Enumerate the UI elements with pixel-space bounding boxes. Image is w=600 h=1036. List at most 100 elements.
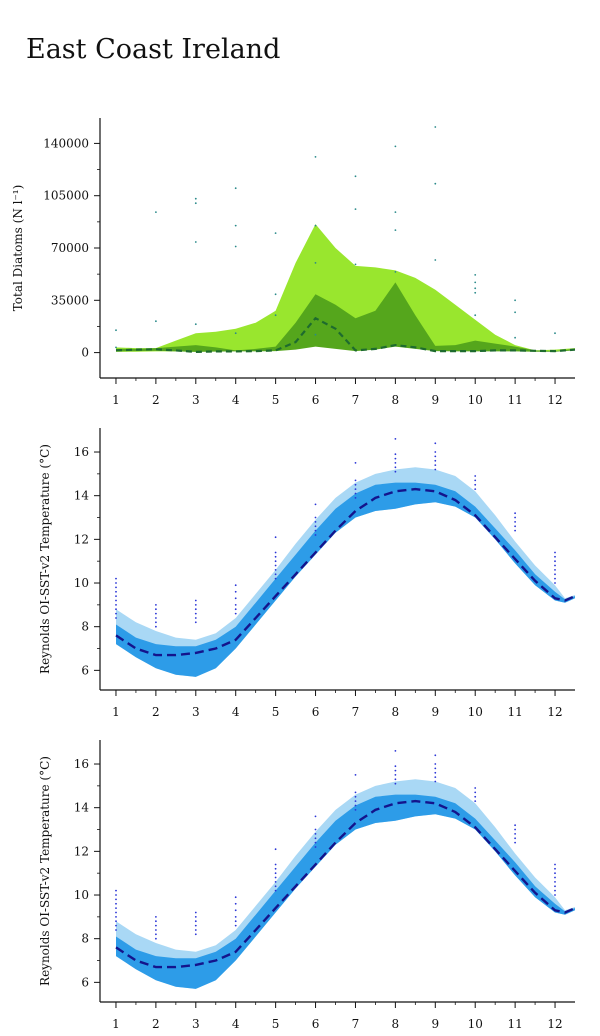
sst2-observation-point <box>394 774 397 776</box>
sst2-y-tick-label: 10 <box>74 888 89 902</box>
sst2-observation-point <box>514 841 516 844</box>
sst1-observation-point <box>354 497 357 499</box>
sst2-observation-point <box>434 763 437 765</box>
diatom-y-tick-label: 70000 <box>51 241 89 255</box>
sst1-observation-point <box>314 525 317 528</box>
diatom-observation-point <box>314 262 317 264</box>
sst2-observation-point <box>434 754 437 757</box>
sst2-median-line <box>115 799 575 969</box>
sst1-observation-point <box>115 590 117 593</box>
diatom-x-tick-label: 3 <box>192 393 200 407</box>
sst2-observation-point <box>115 898 117 901</box>
sst2-x-tick-label: 10 <box>468 1017 483 1031</box>
sst1-observation-point <box>274 560 277 563</box>
sst2-observation-point <box>234 924 237 927</box>
sst2-x-tick-label: 2 <box>152 1017 160 1031</box>
sst2-observation-point <box>394 778 397 781</box>
diatom-observation-point <box>274 314 277 317</box>
diatom-observation-point <box>234 245 237 248</box>
diatom-observation-point <box>394 145 397 148</box>
sst2-observation-point <box>194 916 197 918</box>
sst1-observation-point <box>474 479 477 482</box>
sst2-observation-point <box>354 791 357 794</box>
diatom-y-tick-label: 140000 <box>43 136 89 150</box>
diatom-observation-point <box>155 320 157 323</box>
diatom-inner-band <box>116 282 575 352</box>
sst2-observation-point <box>514 837 516 840</box>
sst1-observation-point <box>554 569 556 571</box>
sst2-observation-point <box>194 929 197 931</box>
diatom-x-tick-label: 8 <box>392 393 400 407</box>
diatom-chart: 1 2 3 4 5 6 7 8 9 10 11 1203500070000105000140000To… <box>11 118 575 407</box>
sst2-x-tick-label: 9 <box>431 1017 439 1031</box>
sst1-observation-point <box>394 466 397 469</box>
sst1-observation-point <box>554 564 556 567</box>
sst2-x-tick-label: 12 <box>547 1017 562 1031</box>
sst1-observation-point <box>434 464 437 466</box>
sst1-observation-point <box>474 475 477 477</box>
diatom-observation-point <box>474 281 477 284</box>
sst2-observation-point <box>115 916 117 918</box>
sst2-observation-point <box>474 795 477 798</box>
sst2-y-tick-label: 8 <box>81 932 89 946</box>
diatom-x-tick-label: 5 <box>272 393 280 407</box>
sst1-x-tick-label: 4 <box>232 705 240 719</box>
sst1-observation-point <box>394 453 397 456</box>
diatom-observation-point <box>434 259 437 261</box>
diatom-observation-point <box>354 263 357 266</box>
diatom-x-tick-label: 4 <box>232 393 240 407</box>
diatom-y-tick-label: 35000 <box>51 293 89 307</box>
sst2-observation-point <box>234 896 237 899</box>
sst2-observation-point <box>434 776 437 778</box>
sst1-observation-point <box>274 536 277 539</box>
sst1-observation-point <box>115 599 117 602</box>
sst1-observation-point <box>274 577 277 580</box>
diatom-x-tick-label: 12 <box>547 393 562 407</box>
sst2-y-tick-label: 16 <box>74 757 89 771</box>
sst2-observation-point <box>234 902 237 905</box>
sst2-observation-point <box>354 809 357 811</box>
sst1-observation-point <box>434 455 437 458</box>
sst1-observation-point <box>434 468 437 471</box>
sst2-x-tick-label: 1 <box>112 1017 120 1031</box>
sst1-observation-point <box>514 525 516 528</box>
sst2-observation-point <box>274 889 277 892</box>
sst2-observation-point <box>274 863 277 866</box>
sst2-observation-point <box>314 841 317 844</box>
sst1-observation-point <box>554 577 556 580</box>
diatom-observation-point <box>474 287 477 290</box>
sst2-observation-point <box>194 924 197 927</box>
sst1-plot-area <box>115 438 575 677</box>
diatom-observation-point <box>474 291 477 294</box>
sst2-observation-point <box>115 924 117 927</box>
sst1-observation-point <box>554 555 556 558</box>
diatom-x-tick-label: 2 <box>152 393 160 407</box>
sst2-y-tick-label: 12 <box>74 844 89 858</box>
sst1-observation-point <box>115 582 117 584</box>
diatom-outer-band <box>116 224 575 352</box>
sst2-observation-point <box>474 787 477 789</box>
sst2-observation-point <box>354 774 357 776</box>
sst1-observation-point <box>115 577 117 580</box>
sst2-observation-point <box>554 881 556 883</box>
sst2-observation-point <box>234 916 237 918</box>
sst1-observation-point <box>234 597 237 600</box>
sst2-observation-point <box>354 795 357 798</box>
sst2-outer-band <box>116 779 575 989</box>
sst2-observation-point <box>554 885 556 888</box>
sst1-observation-point <box>554 573 556 576</box>
sst1-observation-point <box>394 438 397 440</box>
sst1-observation-point <box>234 608 237 611</box>
sst2-observation-point <box>155 924 157 927</box>
sst1-observation-point <box>354 479 357 482</box>
sst2-observation-point <box>234 920 237 923</box>
sst1-observation-point <box>314 521 317 523</box>
sst2-observation-point <box>274 867 277 870</box>
sst2-observation-point <box>554 876 556 879</box>
diatom-observation-point <box>194 202 197 205</box>
sst1-observation-point <box>314 529 317 532</box>
sst2-observation-point <box>115 911 117 914</box>
sst2-observation-point <box>434 771 437 774</box>
sst1-y-tick-label: 6 <box>81 663 89 677</box>
